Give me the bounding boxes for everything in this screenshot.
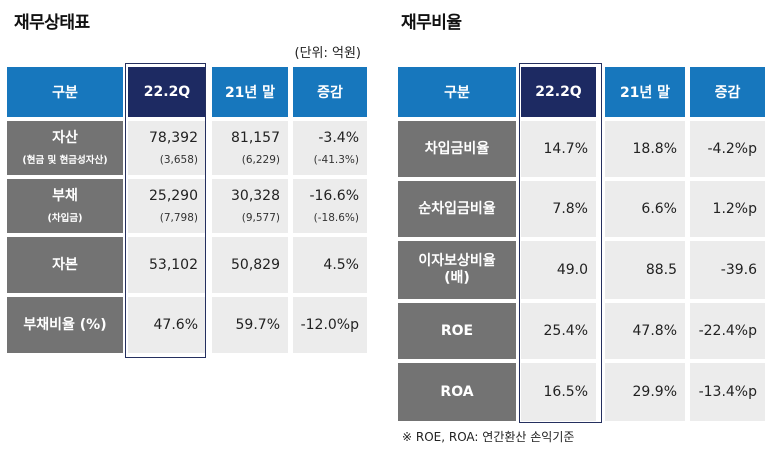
value-sub: (-41.3%) [313, 154, 359, 166]
table-row: ROA 16.5% 29.9% -13.4%p [398, 363, 765, 421]
value-sub: (6,229) [241, 154, 280, 166]
header-category: 구분 [7, 67, 123, 117]
table-row: 차입금비율 14.7% 18.8% -4.2%p [398, 121, 765, 177]
table-row: ROE 25.4% 47.8% -22.4%p [398, 303, 765, 359]
header-category: 구분 [398, 67, 516, 117]
value-main: 25,290 [149, 188, 198, 204]
current-quarter-highlight [125, 63, 206, 358]
change-value: 4.5% [293, 237, 367, 293]
current-quarter-highlight [519, 63, 602, 423]
unit-label: (단위: 억원) [294, 46, 362, 61]
table-row: 자본 53,102 50,829 4.5% [7, 237, 367, 293]
row-label: 부채 (차입금) [7, 179, 123, 233]
header-change: 증감 [690, 67, 765, 117]
row-label-main: 자산 [52, 129, 78, 146]
prev-value: 29.9% [605, 363, 685, 421]
row-label: ROE [398, 303, 516, 359]
row-label-main: 부채 [52, 187, 78, 204]
current-value: 16.5% [521, 363, 596, 421]
header-change: 증감 [293, 67, 367, 117]
change-value: -22.4%p [690, 303, 765, 359]
prev-value: 18.8% [605, 121, 685, 177]
table-row: 이자보상비율 (배) 49.0 88.5 -39.6 [398, 241, 765, 299]
row-label: ROA [398, 363, 516, 421]
table-row: 자산 (현금 및 현금성자산) 78,392 (3,658) 81,157 (6… [7, 121, 367, 175]
change-value: -3.4% (-41.3%) [293, 121, 367, 175]
value-main: -3.4% [318, 130, 359, 146]
value-sub: (9,577) [241, 212, 280, 224]
row-label-sub: (차입금) [47, 212, 83, 224]
change-value: -39.6 [690, 241, 765, 299]
current-value: 25.4% [521, 303, 596, 359]
table-row: 부채 (차입금) 25,290 (7,798) 30,328 (9,577) -… [7, 179, 367, 233]
change-value: -4.2%p [690, 121, 765, 177]
row-label: 부채비율 (%) [7, 297, 123, 353]
prev-value: 81,157 (6,229) [212, 121, 288, 175]
row-label-sub: (현금 및 현금성자산) [22, 154, 108, 166]
current-value: 78,392 (3,658) [128, 121, 206, 175]
value-sub: (-18.6%) [313, 212, 359, 224]
current-value: 49.0 [521, 241, 596, 299]
prev-value: 88.5 [605, 241, 685, 299]
row-label-main: 이자보상비율 [418, 253, 496, 270]
financial-ratio-title: 재무비율 [401, 13, 462, 33]
current-value: 25,290 (7,798) [128, 179, 206, 233]
change-value: -16.6% (-18.6%) [293, 179, 367, 233]
header-prev-year: 21년 말 [605, 67, 685, 117]
row-label: 자산 (현금 및 현금성자산) [7, 121, 123, 175]
balance-sheet-title: 재무상태표 [14, 13, 90, 33]
financial-ratio-table: 구분 22.2Q 21년 말 증감 차입금비율 14.7% 18.8% -4.2… [398, 67, 766, 422]
prev-value: 59.7% [212, 297, 288, 353]
footnote: ※ ROE, ROA: 연간환산 손익기준 [402, 430, 575, 444]
header-current-quarter: 22.2Q [521, 67, 596, 117]
current-value: 7.8% [521, 181, 596, 237]
prev-value: 6.6% [605, 181, 685, 237]
current-value: 53,102 [128, 237, 206, 293]
value-main: 30,328 [231, 188, 280, 204]
table-row: 순차입금비율 7.8% 6.6% 1.2%p [398, 181, 765, 237]
prev-value: 47.8% [605, 303, 685, 359]
value-main: -16.6% [309, 188, 359, 204]
change-value: 1.2%p [690, 181, 765, 237]
row-label-unit: (배) [444, 270, 470, 286]
balance-sheet-table: 구분 22.2Q 21년 말 증감 자산 (현금 및 현금성자산) 78,392… [7, 67, 367, 357]
row-label: 이자보상비율 (배) [398, 241, 516, 299]
header-current-quarter: 22.2Q [128, 67, 206, 117]
value-main: 78,392 [149, 130, 198, 146]
value-sub: (3,658) [159, 154, 198, 166]
value-main: 81,157 [231, 130, 280, 146]
value-sub: (7,798) [159, 212, 198, 224]
prev-value: 30,328 (9,577) [212, 179, 288, 233]
change-value: -12.0%p [293, 297, 367, 353]
current-value: 47.6% [128, 297, 206, 353]
change-value: -13.4%p [690, 363, 765, 421]
table-row: 부채비율 (%) 47.6% 59.7% -12.0%p [7, 297, 367, 353]
row-label: 순차입금비율 [398, 181, 516, 237]
row-label: 자본 [7, 237, 123, 293]
header-prev-year: 21년 말 [212, 67, 288, 117]
current-value: 14.7% [521, 121, 596, 177]
prev-value: 50,829 [212, 237, 288, 293]
row-label: 차입금비율 [398, 121, 516, 177]
